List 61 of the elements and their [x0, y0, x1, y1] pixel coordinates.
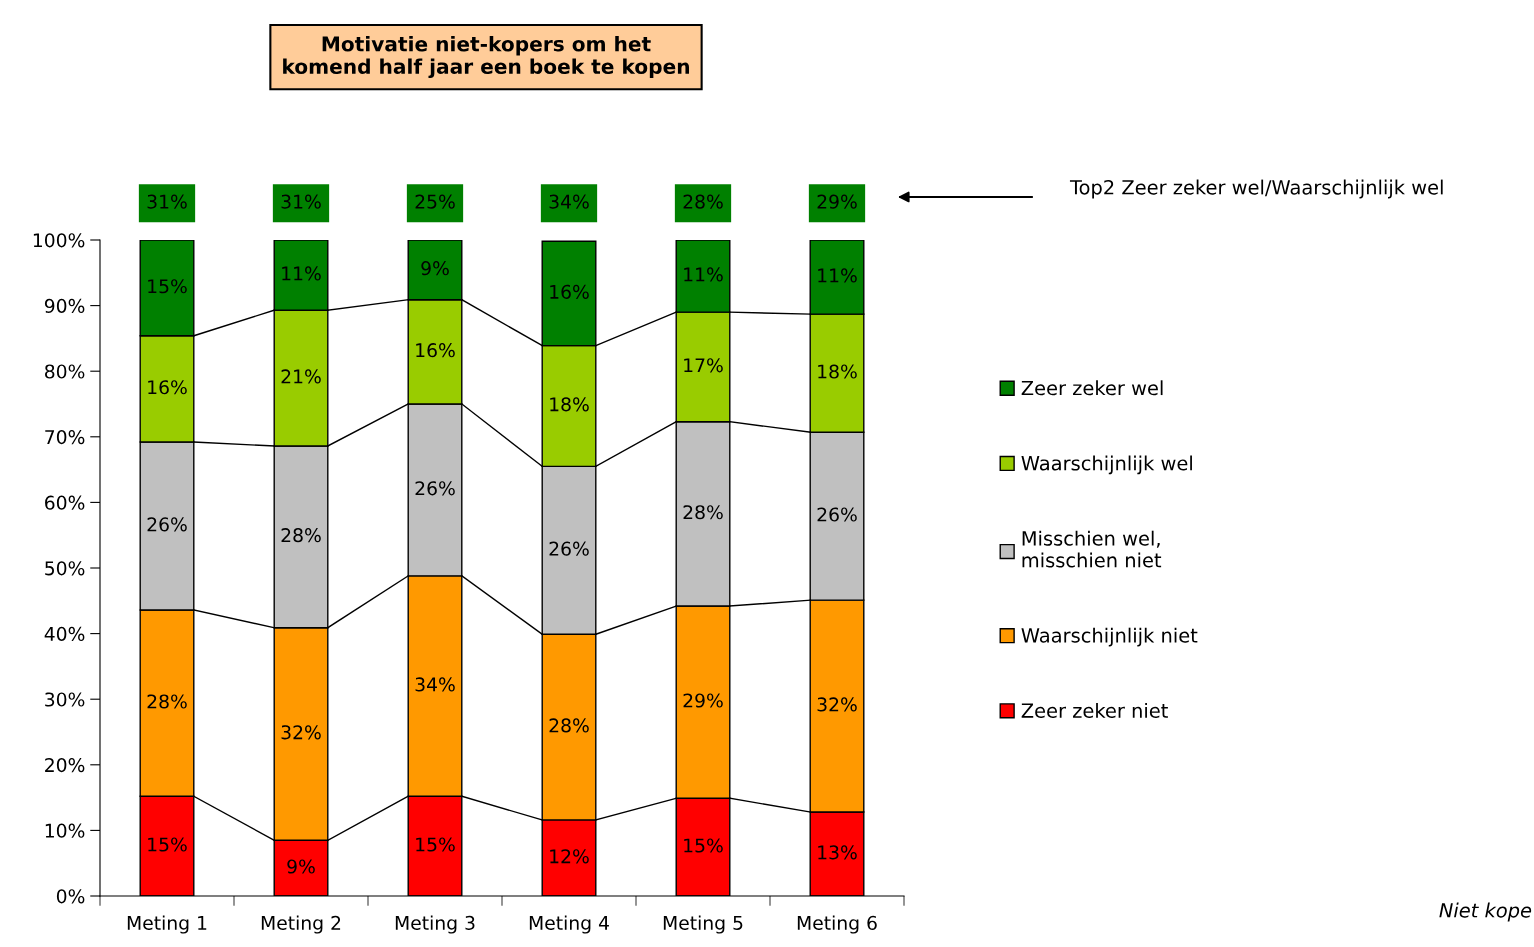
y-tick-label: 60% [45, 495, 85, 510]
data-label: 34% [415, 677, 455, 692]
y-tick-label: 20% [45, 758, 85, 773]
y-tick-label: 40% [44, 626, 85, 641]
data-label: 11% [818, 268, 857, 283]
x-tick-label: Meting 5 [663, 915, 743, 934]
data-label: 18% [550, 397, 589, 412]
text: 25% [415, 194, 455, 209]
y-tick-label: 100% [33, 233, 85, 248]
legend-label: Waarschijnlijk wel [1021, 455, 1192, 475]
data-label: 11% [282, 266, 321, 281]
data-label: 26% [415, 481, 455, 496]
data-label: 32% [817, 697, 857, 712]
x-tick-label: Meting 6 [797, 915, 877, 934]
y-tick-label: 50% [45, 561, 85, 576]
legend-label: Zeer zeker niet [1021, 702, 1168, 718]
data-label: 15% [416, 837, 455, 852]
data-label: 26% [549, 541, 589, 556]
data-label: 11% [684, 267, 723, 282]
data-label: 16% [550, 284, 589, 299]
data-label: 17% [684, 358, 723, 373]
text: 29% [817, 194, 857, 209]
data-label: 15% [148, 279, 187, 294]
legend-label: Zeer zeker wel [1021, 380, 1163, 396]
text: Top2 Zeer zeker wel/Waarschijnlijk wel [1069, 179, 1443, 199]
data-label: 26% [147, 517, 187, 532]
data-label: 13% [818, 845, 857, 860]
text: Niet kope [1439, 902, 1532, 922]
y-tick-label: 10% [45, 823, 85, 838]
y-tick-label: 80% [45, 364, 85, 379]
data-label: 28% [147, 694, 187, 709]
data-label: 15% [684, 838, 723, 853]
data-label: 15% [148, 837, 187, 852]
text: 31% [281, 194, 321, 209]
data-label: 9% [287, 859, 315, 874]
chart-title: Motivatie niet-kopers om het komend half jaar een boek te kopen [283, 35, 689, 79]
data-label: 12% [550, 849, 589, 864]
y-tick-label: 0% [56, 889, 85, 904]
data-label: 21% [281, 369, 321, 384]
x-tick-label: Meting 3 [395, 915, 475, 934]
data-label: 32% [281, 725, 321, 740]
x-tick-label: Meting 1 [127, 915, 207, 934]
y-tick-label: 30% [45, 692, 85, 707]
data-label: 28% [683, 505, 723, 520]
text: 34% [549, 194, 589, 209]
data-label: 16% [148, 380, 187, 395]
x-tick-label: Meting 4 [529, 915, 609, 934]
data-label: 9% [421, 261, 449, 276]
text: 31% [147, 194, 187, 209]
text: 28% [683, 194, 723, 209]
y-tick-label: 90% [44, 298, 85, 313]
legend-label: Misschien wel, misschien niet [1022, 530, 1162, 568]
y-tick-label: 70% [45, 430, 85, 445]
x-tick-label: Meting 2 [261, 915, 341, 934]
data-label: 18% [818, 364, 857, 379]
data-label: 16% [416, 343, 455, 358]
data-label: 26% [817, 507, 857, 522]
data-label: 28% [549, 718, 589, 733]
data-label: 28% [281, 528, 321, 543]
data-label: 29% [683, 693, 723, 708]
legend-label: Waarschijnlijk niet [1021, 627, 1198, 647]
